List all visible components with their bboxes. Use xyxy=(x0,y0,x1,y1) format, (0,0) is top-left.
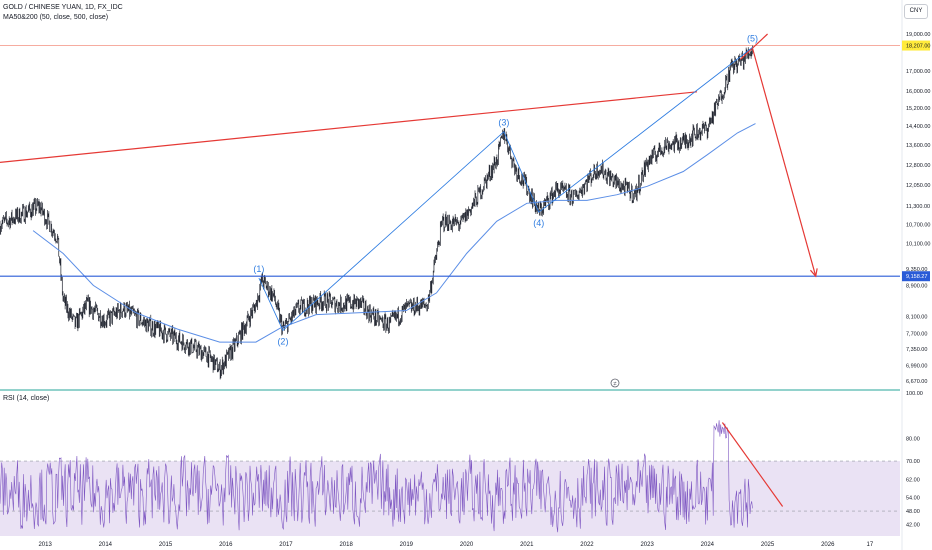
rsi-trend-line xyxy=(721,422,784,507)
price-tick-label: 10,100.00 xyxy=(906,241,930,247)
support-price-badge xyxy=(902,271,930,282)
time-tick-label: 2022 xyxy=(580,542,594,548)
price-tick-label: 9,350.00 xyxy=(906,267,927,273)
price-tick-label: 7,700.00 xyxy=(906,331,927,337)
wave-label-1: (1) xyxy=(253,264,264,274)
time-tick-label: 2024 xyxy=(701,542,715,548)
rsi-indicator-label: RSI (14, close) xyxy=(3,395,50,402)
rsi-tick-label: 42.00 xyxy=(906,523,920,529)
price-tick-label: 12,050.00 xyxy=(906,183,930,189)
price-tick-label: 19,000.00 xyxy=(906,32,930,38)
time-tick-label: 2015 xyxy=(159,542,173,548)
price-tick-label: 6,990.00 xyxy=(906,363,927,369)
support-price-label: 9,158.27 xyxy=(906,274,927,280)
price-tick-label: 8,100.00 xyxy=(906,315,927,321)
rsi-tick-label: 100.00 xyxy=(906,391,923,397)
rsi-tick-label: 62.00 xyxy=(906,477,920,483)
price-tick-label: 12,800.00 xyxy=(906,163,930,169)
time-tick-label: 2014 xyxy=(99,542,113,548)
rsi-line xyxy=(0,420,753,533)
rsi-tick-label: 48.00 xyxy=(906,509,920,515)
event-marker-glyph: ≠ xyxy=(613,382,617,388)
price-tick-label: 11,300.00 xyxy=(906,204,930,210)
price-tick-label: 13,600.00 xyxy=(906,143,930,149)
price-tick-label: 15,200.00 xyxy=(906,106,930,112)
event-marker-circle xyxy=(610,378,620,388)
resistance-line xyxy=(0,91,698,163)
time-tick-label: 2016 xyxy=(219,542,233,548)
wave-label-3: (3) xyxy=(498,118,509,128)
rsi-tick-label: 54.00 xyxy=(906,495,920,501)
projection-arrow xyxy=(751,48,817,277)
wave-label-4: (4) xyxy=(533,218,544,228)
price-tick-label: 10,700.00 xyxy=(906,222,930,228)
time-tick-label: 2020 xyxy=(460,542,474,548)
price-tick-label: 16,000.00 xyxy=(906,89,930,95)
time-tick-label: 17 xyxy=(867,542,874,548)
wave-path xyxy=(258,47,753,332)
time-tick-label: 2025 xyxy=(761,542,775,548)
price-tick-label: 14,400.00 xyxy=(906,124,930,130)
wave-label-2: (2) xyxy=(277,336,288,346)
last-price-badge xyxy=(902,40,930,51)
projection-arrowhead xyxy=(809,268,818,278)
time-tick-label: 2017 xyxy=(279,542,293,548)
event-marker: ≠ xyxy=(610,378,620,388)
time-tick-label: 2021 xyxy=(520,542,534,548)
rsi-tick-label: 70.00 xyxy=(906,459,920,465)
last-price-label: 18,207.00 xyxy=(906,44,930,50)
symbol-header: GOLD / CHINESE YUAN, 1D, FX_IDC xyxy=(3,4,123,11)
price-tick-label: 6,670.00 xyxy=(906,379,927,385)
time-tick-label: 2018 xyxy=(339,542,353,548)
price-tick-label: 17,000.00 xyxy=(906,69,930,75)
currency-badge[interactable]: CNY xyxy=(904,4,928,19)
wave-label-5: (5) xyxy=(747,33,758,43)
rsi-tick-label: 80.00 xyxy=(906,436,920,442)
time-tick-label: 2019 xyxy=(400,542,414,548)
price-tick-label: 7,350.00 xyxy=(906,347,927,353)
time-tick-label: 2026 xyxy=(821,542,835,548)
resistance-line-upper xyxy=(740,33,768,60)
time-tick-label: 2013 xyxy=(38,542,52,548)
time-tick-label: 2023 xyxy=(640,542,654,548)
ma-line xyxy=(32,123,756,343)
price-tick-label: 8,900.00 xyxy=(906,283,927,289)
ma-indicator-label: MA50&200 (50, close, 500, close) xyxy=(3,14,109,21)
